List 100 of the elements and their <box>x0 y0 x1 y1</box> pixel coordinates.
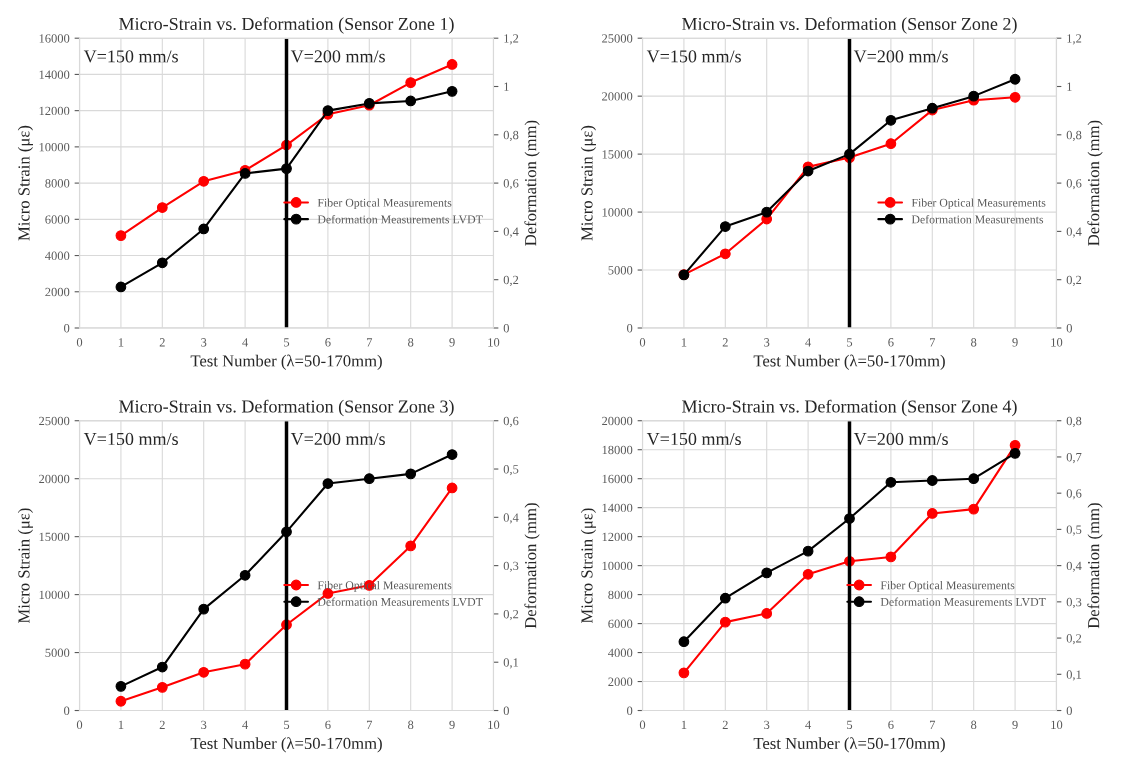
y-tick-label: 14000 <box>39 70 70 79</box>
x-tick-label: 7 <box>367 338 373 347</box>
y2-tick-label: 0,8 <box>1066 130 1082 142</box>
y2-tick-label: 0,2 <box>1066 275 1082 286</box>
x-tick-label: 3 <box>764 338 770 347</box>
x-tick-label: 7 <box>929 720 936 729</box>
x-tick-label: 6 <box>325 338 331 347</box>
chart-title: Micro-Strain vs. Deformation (Sensor Zone 1) <box>119 17 454 34</box>
x-tick-label: 8 <box>408 720 414 730</box>
x-tick-label: 8 <box>971 338 977 347</box>
y-tick-label: 0 <box>64 706 70 715</box>
x-tick-label: 3 <box>764 720 770 730</box>
y-tick-label: 10000 <box>39 590 70 600</box>
y-tick-label: 14000 <box>602 503 633 513</box>
x-tick-label: 0 <box>76 720 83 730</box>
y-tick-label: 20000 <box>39 474 70 484</box>
y2-tick-label: 0,6 <box>1066 489 1082 500</box>
y2-tick-label: 0,6 <box>1066 179 1082 190</box>
x-tick-label: 9 <box>1012 720 1018 730</box>
x-tick-label: 9 <box>449 720 455 730</box>
chart-title: Micro-Strain vs. Deformation (Sensor Zone 2) <box>682 17 1017 34</box>
y-tick-label: 25000 <box>39 416 70 426</box>
y2-tick-label: 0,4 <box>1066 227 1082 238</box>
y2-tick-label: 0,5 <box>503 465 519 476</box>
y2-tick-label: 0,7 <box>1066 452 1082 464</box>
x-tick-label: 0 <box>76 338 83 347</box>
x-axis-title: Test Number (λ=50-170mm) <box>753 354 945 370</box>
y2-tick-label: 1,2 <box>504 34 519 45</box>
y-tick-label: 10000 <box>602 208 633 217</box>
legend-label: Fiber Optical Measurements <box>880 580 1015 592</box>
x-tick-label: 7 <box>367 720 373 729</box>
legend-label: Deformation Measurements LVDT <box>317 597 483 606</box>
x-tick-label: 1 <box>118 720 124 729</box>
y2-tick-label: 0 <box>1066 324 1072 333</box>
x-tick-label: 5 <box>847 720 853 730</box>
x-tick-label: 5 <box>284 720 290 730</box>
y2-axis-title: Deformation (mm) <box>1087 503 1103 629</box>
y2-tick-label: 0 <box>1066 706 1072 715</box>
y-tick-label: 20000 <box>602 416 633 426</box>
annotation: V=150 mm/s <box>83 432 178 446</box>
y-tick-label: 5000 <box>45 648 70 658</box>
y2-tick-label: 0,5 <box>1066 525 1082 536</box>
x-tick-label: 9 <box>449 338 455 347</box>
y2-tick-label: 0,6 <box>503 416 519 427</box>
y-axis-title: Micro Strain (με) <box>17 125 33 241</box>
x-tick-label: 10 <box>1051 720 1063 730</box>
y-tick-label: 2000 <box>45 287 70 297</box>
y2-tick-label: 0,8 <box>1066 416 1082 427</box>
y-tick-label: 0 <box>64 324 70 333</box>
x-tick-label: 4 <box>242 338 249 347</box>
annotation: V=200 mm/s <box>290 50 385 63</box>
y-axis-title: Micro Strain (με) <box>580 508 596 624</box>
y-axis-title: Micro Strain (με) <box>580 125 596 241</box>
y-tick-label: 20000 <box>602 92 633 101</box>
x-tick-label: 4 <box>805 338 812 347</box>
x-tick-label: 10 <box>1051 338 1063 347</box>
y2-tick-label: 0,1 <box>1066 670 1082 681</box>
legend-label: Fiber Optical Measurements <box>911 198 1046 210</box>
y-tick-label: 8000 <box>608 590 633 600</box>
y-tick-label: 5000 <box>608 266 633 275</box>
y2-axis-title: Deformation (mm) <box>524 503 540 629</box>
annotation: V=150 mm/s <box>646 432 741 446</box>
y2-tick-label: 0,2 <box>1066 634 1082 645</box>
legend-label: Deformation Measurements <box>911 214 1044 224</box>
x-tick-label: 6 <box>888 338 894 347</box>
y2-tick-label: 0,3 <box>503 561 519 572</box>
x-tick-label: 2 <box>159 338 165 347</box>
y2-tick-label: 0,4 <box>503 227 519 238</box>
legend-label: Deformation Measurements LVDT <box>880 597 1046 606</box>
y-tick-label: 6000 <box>45 215 70 224</box>
x-tick-label: 2 <box>159 720 165 729</box>
x-tick-label: 1 <box>681 720 687 729</box>
y-tick-label: 12000 <box>39 106 70 116</box>
y-tick-label: 0 <box>627 324 633 333</box>
x-tick-label: 0 <box>639 720 646 730</box>
annotation: V=150 mm/s <box>83 50 178 63</box>
x-tick-label: 6 <box>888 720 894 730</box>
annotation: V=200 mm/s <box>853 432 948 446</box>
x-tick-label: 1 <box>118 338 124 347</box>
y2-tick-label: 0,3 <box>1066 597 1082 609</box>
y-tick-label: 8000 <box>45 179 70 188</box>
x-tick-label: 5 <box>847 338 853 347</box>
y2-tick-label: 1 <box>504 82 509 91</box>
y-tick-label: 4000 <box>608 648 633 658</box>
annotation: V=200 mm/s <box>853 50 948 63</box>
y-tick-label: 2000 <box>608 677 633 686</box>
y2-tick-label: 0 <box>503 706 509 715</box>
y-tick-label: 25000 <box>602 34 633 43</box>
x-tick-label: 5 <box>284 338 290 347</box>
y2-tick-label: 1 <box>1067 82 1072 91</box>
y2-tick-label: 0,2 <box>503 275 519 286</box>
y2-axis-title: Deformation (mm) <box>1087 120 1103 246</box>
y-tick-label: 10000 <box>39 142 70 152</box>
x-tick-label: 2 <box>722 720 728 729</box>
y-tick-label: 16000 <box>39 34 70 43</box>
x-tick-label: 4 <box>242 720 249 729</box>
y-tick-label: 6000 <box>608 619 633 629</box>
y2-tick-label: 0,8 <box>503 130 519 142</box>
y-tick-label: 18000 <box>602 445 633 455</box>
y-tick-label: 15000 <box>39 532 70 542</box>
